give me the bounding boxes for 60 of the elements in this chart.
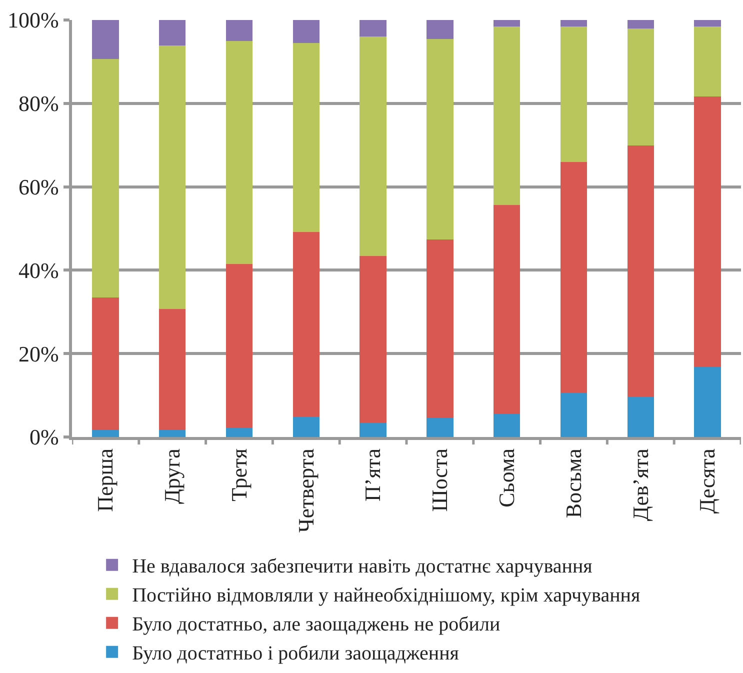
bar bbox=[360, 20, 386, 36]
bar bbox=[92, 20, 119, 60]
bar bbox=[493, 20, 520, 27]
bar bbox=[694, 20, 721, 27]
x-tick-label: Четверта bbox=[293, 448, 318, 533]
bar bbox=[694, 366, 721, 437]
bar bbox=[493, 205, 520, 414]
y-tick-label: 0% bbox=[30, 424, 59, 450]
bar bbox=[493, 414, 520, 437]
x-tick-label: Дев’ята bbox=[628, 448, 653, 522]
x-tick-label: Перша bbox=[92, 448, 118, 512]
bar bbox=[560, 20, 588, 27]
bar bbox=[426, 20, 454, 39]
bar bbox=[426, 38, 454, 240]
legend-label: Було достатньо і робили заощадження bbox=[132, 642, 460, 665]
legend-label: Не вдавалося забезпечити навіть достатнє харчування bbox=[132, 556, 592, 578]
y-tick-label: 80% bbox=[18, 91, 59, 116]
x-tick-label: Сьома bbox=[494, 448, 519, 508]
x-tick-label: Третя bbox=[226, 448, 252, 502]
bar bbox=[426, 239, 454, 418]
bar bbox=[292, 42, 320, 232]
bar bbox=[226, 428, 253, 437]
y-tick-label: 20% bbox=[18, 341, 59, 366]
bar bbox=[560, 26, 588, 162]
x-tick-label: Друга bbox=[160, 448, 184, 504]
bar bbox=[92, 298, 119, 430]
bar bbox=[92, 59, 119, 298]
bar bbox=[360, 36, 386, 256]
bar bbox=[292, 20, 320, 43]
bar bbox=[158, 308, 186, 430]
x-tick-label: Шоста bbox=[427, 448, 452, 512]
x-tick-label: Десята bbox=[694, 448, 720, 514]
bar bbox=[226, 40, 253, 264]
bar bbox=[426, 417, 454, 437]
y-tick-label: 40% bbox=[18, 258, 59, 283]
x-tick-label: Восьма bbox=[560, 448, 586, 518]
legend-label: Було достатньо, але заощаджень не робили bbox=[132, 614, 500, 636]
bar bbox=[158, 45, 186, 309]
y-tick-label: 60% bbox=[18, 174, 59, 200]
bar bbox=[360, 256, 386, 422]
bar bbox=[92, 430, 119, 437]
bar bbox=[627, 146, 654, 397]
bar bbox=[292, 416, 320, 437]
bar bbox=[560, 162, 588, 394]
bar bbox=[158, 20, 186, 46]
bar bbox=[226, 264, 253, 428]
bar bbox=[360, 422, 386, 437]
bar bbox=[694, 26, 721, 97]
bar bbox=[493, 26, 520, 206]
bar bbox=[560, 393, 588, 437]
x-tick-label: П’ята bbox=[360, 448, 386, 502]
bar bbox=[158, 430, 186, 437]
bar bbox=[694, 96, 721, 367]
legend-label: Постійно відмовляли у найнеобхіднішому, крім харчування bbox=[132, 584, 640, 607]
bar bbox=[627, 396, 654, 437]
bar bbox=[292, 232, 320, 417]
y-tick-label: 100% bbox=[8, 8, 59, 33]
bar bbox=[627, 28, 654, 146]
bar bbox=[226, 20, 253, 41]
bar bbox=[627, 20, 654, 28]
